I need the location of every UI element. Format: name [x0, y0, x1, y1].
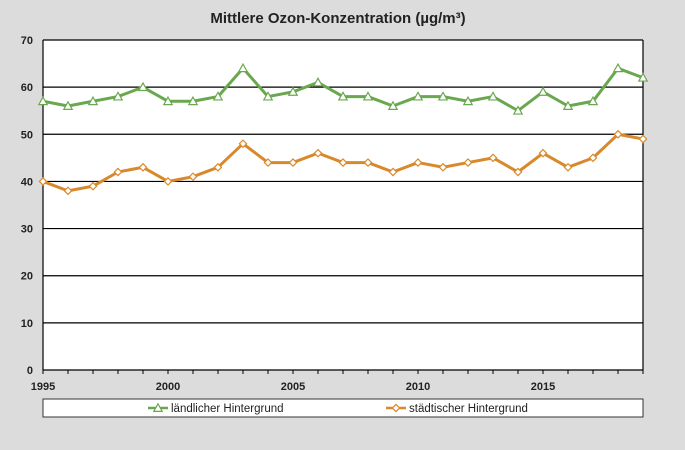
series-0-point-2006: [312, 76, 324, 87]
series-0-point-2003: [237, 62, 249, 73]
series-0-point-2007: [337, 91, 349, 101]
y-tick-label-60: 60: [21, 82, 33, 94]
series-0-point-2013: [487, 91, 499, 101]
y-tick-label-0: 0: [27, 365, 33, 377]
legend-label-0: ländlicher Hintergrund: [171, 403, 284, 415]
legend: ländlicher Hintergrund städtischer Hinter…: [42, 398, 644, 418]
legend-marker-1: [391, 403, 401, 413]
series-1-point-2012: [463, 158, 473, 168]
legend-box: [42, 398, 644, 418]
series-0-point-2005: [287, 86, 299, 96]
series-1-point-2011: [438, 162, 448, 172]
series-1-point-2014: [513, 167, 523, 177]
x-tick-label-2005: 2005: [281, 381, 305, 393]
series-0-point-1999: [137, 81, 149, 92]
series-0-point-2008: [362, 91, 374, 101]
series-0-point-2015: [537, 86, 549, 96]
series-0-point-2000: [162, 95, 174, 106]
series-group: [37, 62, 649, 196]
series-0-point-2010: [412, 91, 424, 101]
series-1-point-2001: [188, 172, 198, 182]
series-0-point-2017: [587, 95, 599, 106]
y-tick-label-40: 40: [21, 176, 33, 188]
series-0-point-2012: [462, 95, 474, 106]
series-1-point-2003: [238, 139, 248, 149]
series-0-point-1998: [112, 91, 124, 101]
series-1-point-2018: [613, 129, 623, 139]
series-1-point-2008: [363, 158, 373, 168]
x-tick-label-2010: 2010: [406, 381, 430, 393]
series-0-point-2002: [212, 91, 224, 101]
series-0-point-1996: [62, 100, 74, 110]
series-1-point-2005: [288, 158, 298, 168]
series-1-point-1998: [113, 167, 123, 177]
series-0-point-2019: [637, 72, 649, 82]
series-1-point-2002: [213, 162, 223, 172]
legend-marker-0: [152, 402, 164, 412]
series-0-point-2009: [387, 100, 399, 110]
chart-title: Mittlere Ozon-Konzentration (µg/m³): [210, 10, 465, 27]
series-0-point-2016: [562, 100, 574, 110]
series-0-point-1997: [87, 95, 99, 106]
series-1-point-2006: [313, 148, 323, 158]
series-1-point-2000: [163, 176, 173, 186]
series-0-point-2001: [187, 95, 199, 106]
y-tick-label-30: 30: [21, 224, 33, 236]
y-tick-label-20: 20: [21, 271, 33, 283]
series-1-point-2016: [563, 162, 573, 172]
series-1-point-1997: [88, 181, 98, 191]
y-tick-label-70: 70: [21, 35, 33, 47]
series-1-point-2004: [263, 158, 273, 168]
x-tick-label-2000: 2000: [156, 381, 180, 393]
series-0-point-2014: [512, 105, 524, 115]
y-tick-label-10: 10: [21, 318, 33, 330]
series-0-point-2011: [437, 91, 449, 101]
legend-label-1: städtischer Hintergrund: [409, 403, 528, 415]
series-1-point-2017: [588, 153, 598, 163]
series-1-point-2009: [388, 167, 398, 177]
series-1-point-2007: [338, 158, 348, 168]
series-1-point-2015: [538, 148, 548, 158]
series-1-point-1996: [63, 186, 73, 196]
series-0-point-2018: [612, 62, 624, 73]
y-tick-label-50: 50: [21, 129, 33, 141]
series-1-point-2013: [488, 153, 498, 163]
x-tick-label-2015: 2015: [531, 381, 555, 393]
series-1-point-2010: [413, 158, 423, 168]
series-1-point-1999: [138, 162, 148, 172]
series-1-point-2019: [638, 134, 648, 144]
x-axis-ticks: 1995 2000 2005 2010 2015: [31, 370, 644, 393]
series-1-point-1995: [38, 176, 48, 186]
y-axis-ticks: 0 10 20 30 40 50 60 70: [21, 35, 33, 377]
x-tick-label-1995: 1995: [31, 381, 55, 393]
series-0-point-2004: [262, 91, 274, 101]
series-0-point-1995: [37, 95, 49, 106]
